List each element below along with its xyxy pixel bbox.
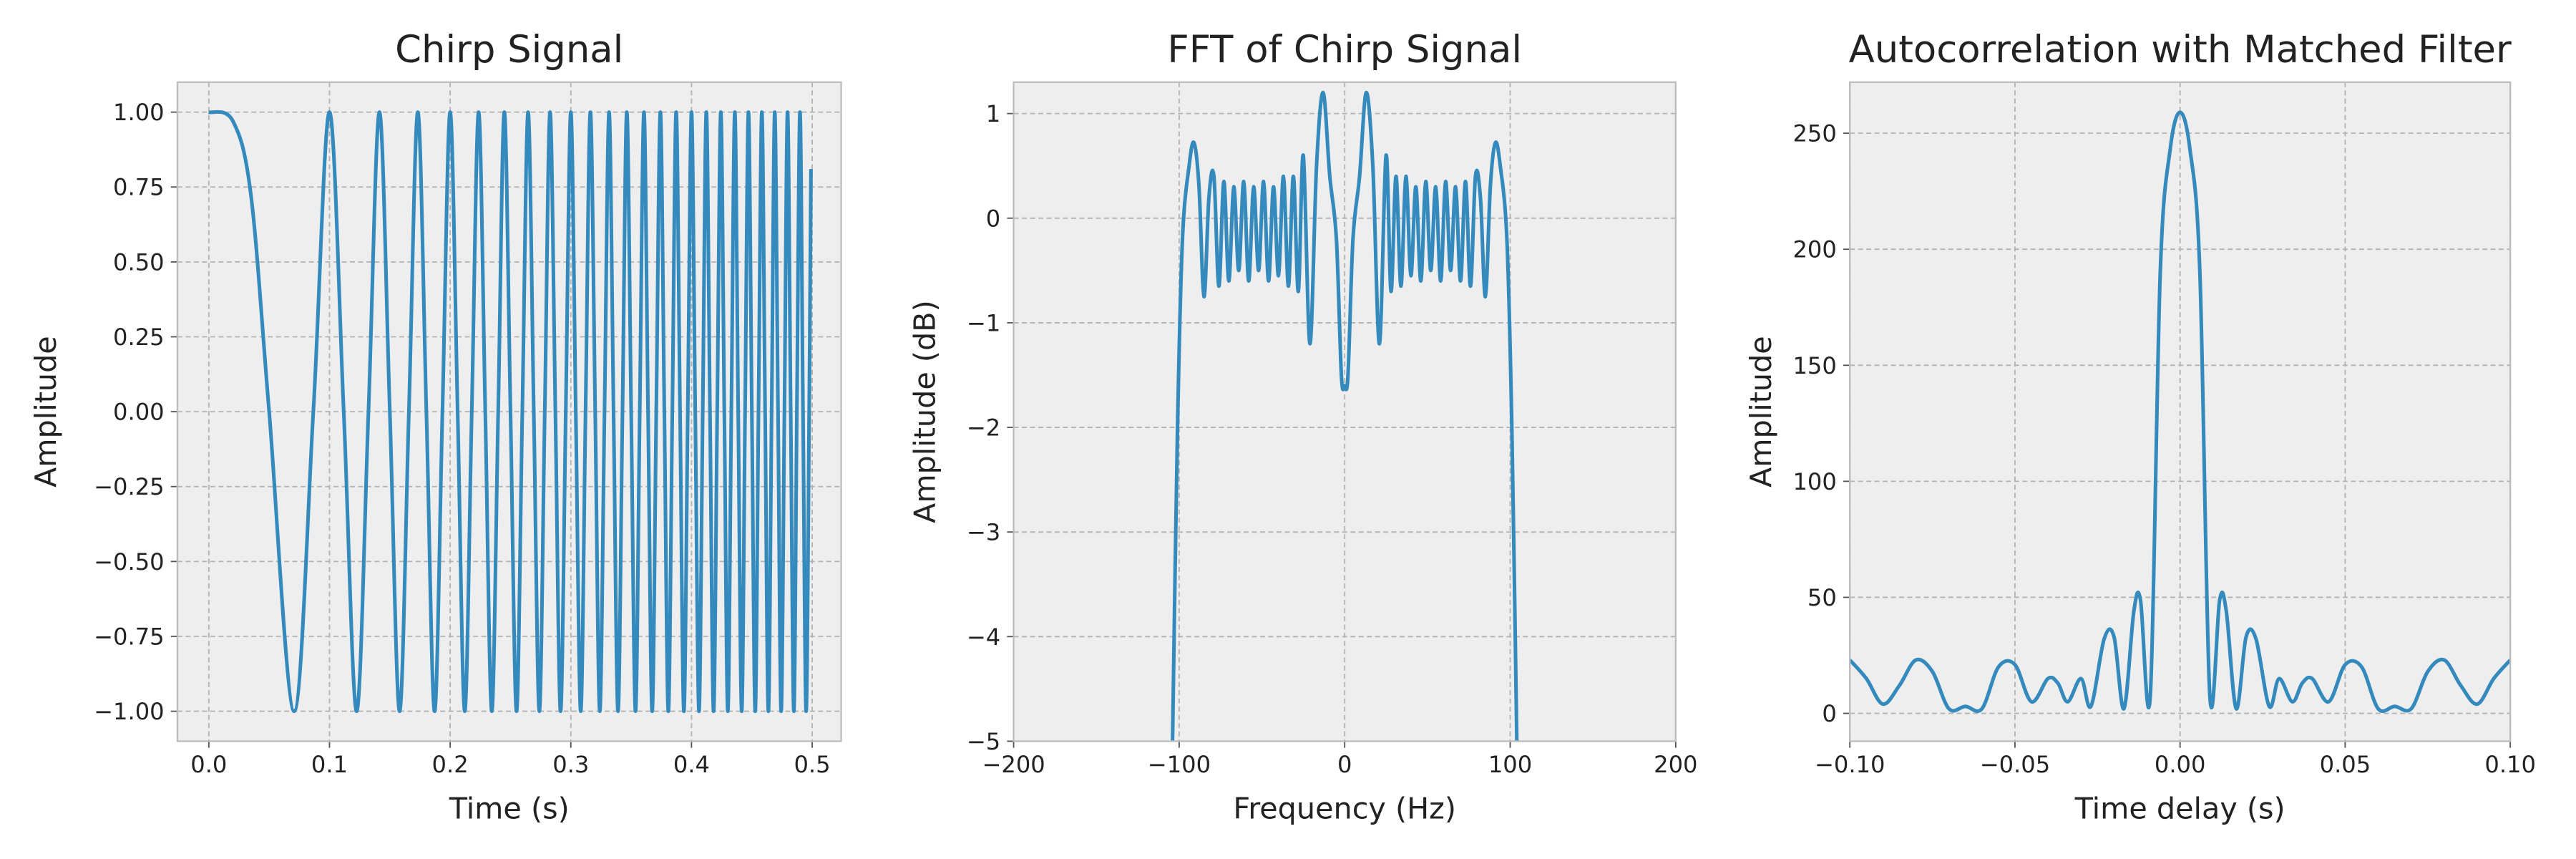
x-tick-label: 0.3 — [552, 751, 589, 778]
x-tick-label: 0.10 — [2484, 751, 2536, 778]
data-line — [1171, 90, 1519, 742]
x-axis-label: Time delay (s) — [2074, 791, 2285, 825]
x-tick-label: −0.10 — [1815, 751, 1885, 778]
plot-lines — [1850, 110, 2511, 713]
x-tick-label: 0.5 — [794, 751, 830, 778]
y-tick-label: 200 — [1793, 236, 1837, 263]
y-tick-label: −1.00 — [94, 698, 164, 725]
y-tick-label: −0.25 — [94, 473, 164, 500]
y-tick-label: 1.00 — [113, 99, 165, 126]
y-axis-label: Amplitude — [29, 336, 63, 487]
axes-frame — [176, 81, 842, 742]
x-tick-label: 100 — [1488, 751, 1532, 778]
x-tick-label: 0 — [1337, 751, 1352, 778]
x-tick-label: −100 — [1148, 751, 1211, 778]
x-tick-label: 200 — [1654, 751, 1697, 778]
data-line — [208, 110, 813, 714]
y-tick-label: 1 — [986, 100, 1000, 127]
y-tick-label: 250 — [1793, 120, 1837, 147]
x-axis-label: Time (s) — [449, 791, 570, 825]
y-tick-label: −3 — [967, 519, 1000, 546]
x-tick-label: −200 — [982, 751, 1045, 778]
axes-frame — [1849, 81, 2512, 742]
data-line — [1850, 110, 2511, 713]
y-tick-label: 100 — [1793, 468, 1837, 495]
y-tick-label: 0.25 — [113, 324, 165, 351]
y-tick-label: 0 — [1822, 700, 1836, 727]
x-tick-label: 0.05 — [2320, 751, 2371, 778]
x-axis-label: Frequency (Hz) — [1233, 791, 1456, 825]
y-tick-label: 150 — [1793, 352, 1837, 379]
y-tick-label: 0.00 — [113, 399, 165, 426]
x-tick-label: 0.0 — [190, 751, 227, 778]
y-tick-label: 0.50 — [113, 248, 165, 276]
y-tick-label: −2 — [967, 414, 1000, 442]
x-tick-label: −0.05 — [1980, 751, 2050, 778]
plot-lines — [208, 110, 813, 714]
chart-title: Autocorrelation with Matched Filter — [1849, 28, 2512, 72]
chart-title: FFT of Chirp Signal — [1167, 28, 1522, 72]
y-tick-label: −0.75 — [94, 623, 164, 650]
y-tick-label: 50 — [1807, 584, 1837, 611]
y-tick-label: −0.50 — [94, 548, 164, 576]
chart-title: Chirp Signal — [395, 28, 623, 72]
x-tick-label: 0.4 — [673, 751, 710, 778]
x-tick-label: 0.1 — [311, 751, 348, 778]
y-axis-label: Amplitude — [1744, 336, 1778, 487]
y-tick-label: 0 — [986, 205, 1000, 232]
x-tick-label: 0.00 — [2155, 751, 2206, 778]
x-tick-label: 0.2 — [432, 751, 469, 778]
y-tick-label: 0.75 — [113, 174, 165, 201]
y-axis-label: Amplitude (dB) — [907, 300, 942, 523]
y-tick-label: −1 — [967, 309, 1000, 336]
plot-lines — [1171, 90, 1519, 742]
y-tick-label: −5 — [967, 728, 1000, 755]
y-tick-label: −4 — [967, 623, 1000, 651]
axes-frame — [1013, 81, 1677, 742]
